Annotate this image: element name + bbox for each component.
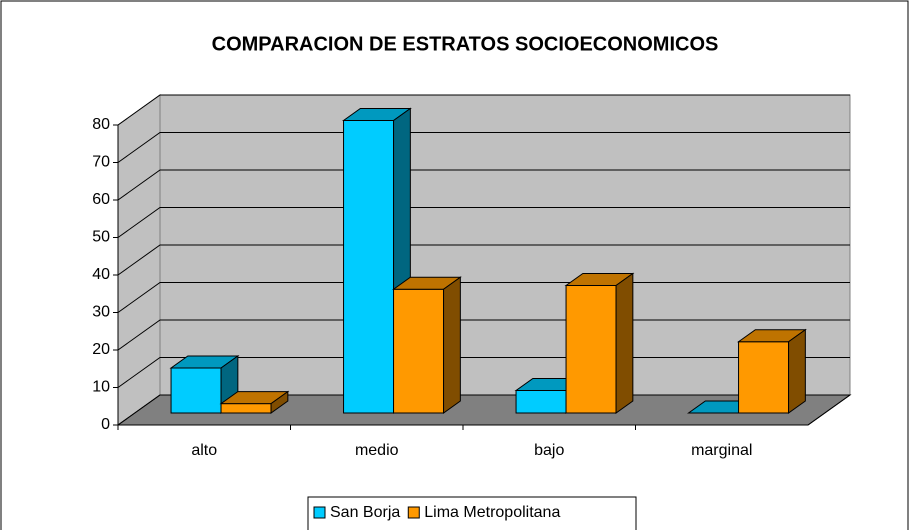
bar-front (393, 288, 445, 414)
bar-front (220, 403, 272, 414)
legend-swatch (313, 506, 326, 519)
grid-segment (117, 94, 850, 126)
grid-line (117, 207, 850, 238)
legend-swatch (407, 506, 420, 519)
grid-segment (117, 207, 850, 238)
x-tick-label: alto (191, 442, 217, 459)
y-tick-label: 80 (92, 116, 110, 133)
legend-label: San Borja (330, 504, 400, 521)
y-tick-label: 20 (92, 341, 110, 358)
legend: San Borja Lima Metropolitana (307, 496, 637, 530)
bar-front (738, 341, 790, 414)
grid-segment (117, 244, 850, 276)
grid-line (117, 94, 850, 126)
y-tick-label: 40 (92, 266, 110, 283)
x-axis-end (807, 394, 851, 426)
grid-line (117, 169, 850, 201)
bar-side (443, 276, 461, 414)
legend-label: Lima Metropolitana (424, 504, 560, 521)
grid-segment (117, 132, 850, 163)
chart-title: COMPARACION DE ESTRATOS SOCIOECONOMICOS (212, 33, 719, 55)
grid-line (117, 244, 850, 276)
bar-front (515, 390, 567, 414)
y-tick-label: 60 (92, 191, 110, 208)
y-tick-label: 10 (92, 379, 110, 396)
bar-side (788, 328, 806, 414)
y-tick-label: 70 (92, 154, 110, 171)
bar-front (565, 285, 617, 414)
bar (564, 272, 635, 414)
bar (736, 328, 807, 414)
bar (391, 276, 462, 414)
bar-front (343, 120, 395, 414)
bar (219, 390, 290, 414)
legend-box (307, 496, 637, 530)
grid-line (117, 132, 850, 163)
y-tick-label: 50 (92, 229, 110, 246)
grid-segment (117, 169, 850, 201)
x-tick-label: bajo (534, 442, 564, 459)
bar-side (270, 390, 289, 414)
y-tick-label: 30 (92, 304, 110, 321)
bar-side (615, 272, 634, 414)
x-tick-label: medio (355, 442, 399, 459)
x-tick-label: marginal (691, 442, 752, 459)
y-tick-label: 0 (101, 416, 110, 433)
bar-front (170, 367, 222, 414)
